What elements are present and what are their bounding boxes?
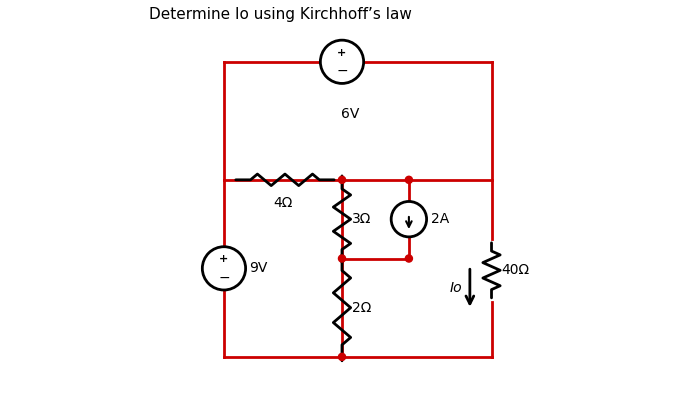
Text: −: − [218,271,230,284]
Text: Determine Io using Kirchhoff’s law: Determine Io using Kirchhoff’s law [149,7,412,22]
Circle shape [202,247,246,290]
Circle shape [406,255,412,262]
Text: 40Ω: 40Ω [501,263,529,277]
Text: 9V: 9V [250,261,268,275]
Circle shape [391,201,427,237]
Circle shape [406,176,412,184]
Circle shape [339,176,345,184]
Text: 2Ω: 2Ω [352,301,371,315]
Text: +: + [337,48,347,58]
Text: 2A: 2A [430,212,449,226]
Circle shape [339,354,345,360]
Text: 4Ω: 4Ω [274,196,293,209]
Text: 3Ω: 3Ω [352,212,371,226]
Circle shape [320,40,364,83]
Circle shape [339,255,345,262]
Text: +: + [220,254,228,264]
Text: −: − [337,64,347,78]
Text: Io: Io [449,281,462,295]
Text: 6V: 6V [341,107,359,121]
